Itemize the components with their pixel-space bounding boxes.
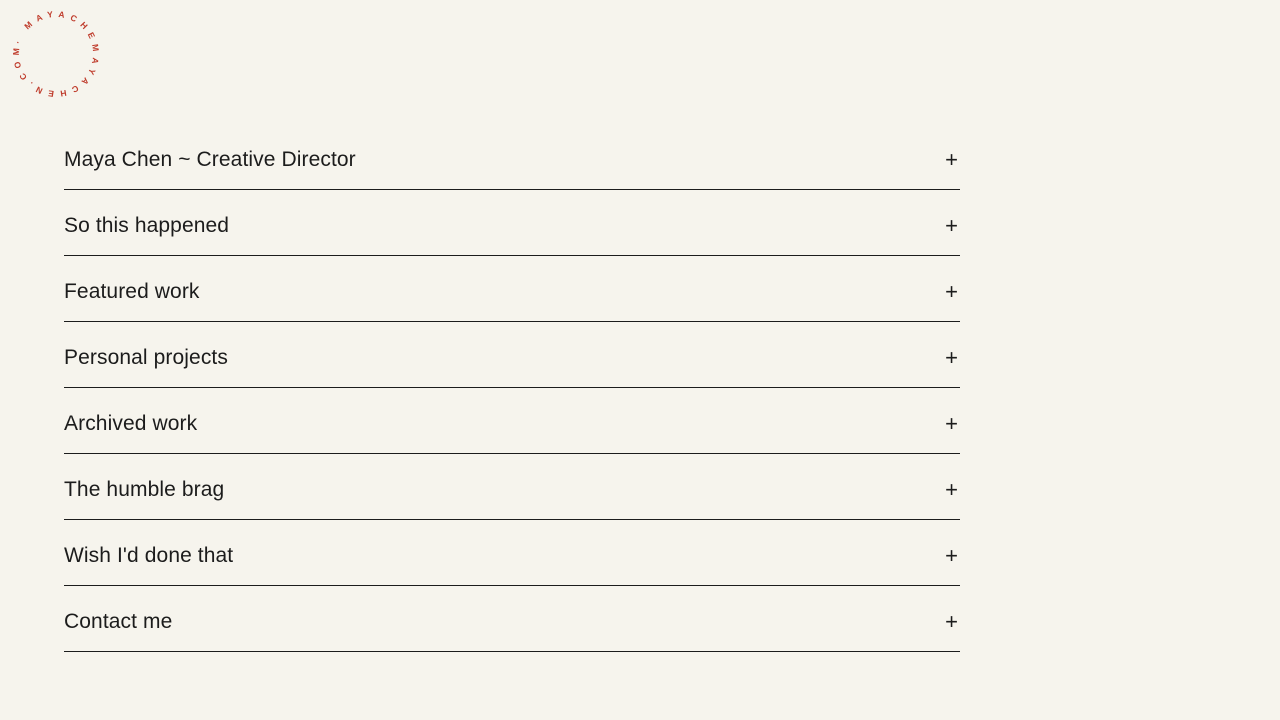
- accordion-item-label: So this happened: [64, 214, 230, 237]
- accordion-item-the-humble-brag[interactable]: The humble brag +: [64, 454, 960, 520]
- plus-icon[interactable]: +: [945, 609, 958, 634]
- accordion-item-contact-me[interactable]: Contact me +: [64, 586, 960, 652]
- plus-icon[interactable]: +: [945, 477, 958, 502]
- plus-icon[interactable]: +: [945, 147, 958, 172]
- accordion-item-label: Contact me: [64, 610, 173, 633]
- accordion-item-archived-work[interactable]: Archived work +: [64, 388, 960, 454]
- accordion-item-label: Wish I'd done that: [64, 544, 234, 567]
- accordion-item-label: Archived work: [64, 412, 198, 435]
- accordion-item-wish-id-done-that[interactable]: Wish I'd done that +: [64, 520, 960, 586]
- accordion-item-label: Personal projects: [64, 346, 228, 369]
- accordion-item-featured-work[interactable]: Featured work +: [64, 256, 960, 322]
- accordion-item-label: Maya Chen ~ Creative Director: [64, 148, 356, 171]
- accordion-item-label: Featured work: [64, 280, 200, 303]
- site-logo[interactable]: · MAYACHEMAYACHEN.COM: [8, 6, 104, 102]
- accordion-item-personal-projects[interactable]: Personal projects +: [64, 322, 960, 388]
- plus-icon[interactable]: +: [945, 279, 958, 304]
- accordion-item-so-this-happened[interactable]: So this happened +: [64, 190, 960, 256]
- svg-text:· MAYACHEMAYACHEN.COM: · MAYACHEMAYACHEN.COM: [11, 9, 101, 99]
- plus-icon[interactable]: +: [945, 543, 958, 568]
- logo-ring-text: · MAYACHEMAYACHEN.COM: [11, 9, 99, 99]
- accordion-item-intro[interactable]: Maya Chen ~ Creative Director +: [64, 124, 960, 190]
- plus-icon[interactable]: +: [945, 411, 958, 436]
- plus-icon[interactable]: +: [945, 213, 958, 238]
- plus-icon[interactable]: +: [945, 345, 958, 370]
- circular-text-logo-icon: · MAYACHEMAYACHEN.COM: [11, 9, 101, 99]
- accordion-menu: Maya Chen ~ Creative Director + So this …: [64, 124, 960, 652]
- accordion-item-label: The humble brag: [64, 478, 225, 501]
